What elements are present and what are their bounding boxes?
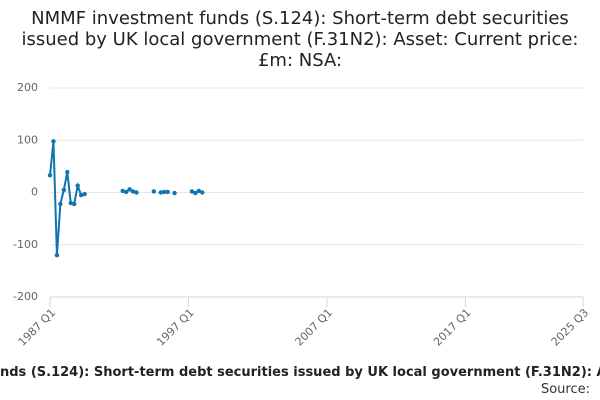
series-line — [49, 141, 203, 256]
data-point — [165, 189, 170, 195]
data-point — [75, 183, 80, 188]
data-point — [189, 189, 195, 194]
x-tick-label: 1987 Q1 — [16, 306, 59, 349]
data-point — [127, 187, 132, 192]
data-point — [68, 200, 73, 206]
x-tick-label: 1997 Q1 — [154, 306, 197, 349]
data-point — [172, 190, 177, 196]
x-tick-label: 2017 Q1 — [431, 306, 474, 349]
data-point — [134, 190, 139, 195]
data-point — [158, 190, 163, 195]
data-point — [162, 189, 167, 195]
data-point — [193, 190, 198, 196]
source: Source: — [540, 382, 590, 397]
data-point — [130, 189, 136, 194]
data-point — [123, 189, 129, 195]
y-tick-label: 200 — [17, 81, 38, 94]
data-point — [58, 201, 63, 207]
y-tick-label: 0 — [31, 186, 38, 199]
data-point — [200, 190, 205, 195]
data-point — [61, 187, 67, 193]
series-caption: nds (S.124): Short-term debt securities … — [0, 365, 600, 380]
data-point — [151, 189, 157, 194]
data-point — [72, 201, 77, 207]
data-point — [65, 169, 70, 175]
x-tick-label: 2007 Q1 — [293, 306, 336, 349]
data-point — [54, 253, 60, 258]
chart-title: NMMF investment funds (S.124): Short-ter… — [21, 8, 579, 71]
data-point — [51, 139, 56, 144]
data-point — [47, 173, 53, 178]
x-tick-label: 2025 Q3 — [549, 306, 592, 349]
data-point — [196, 188, 202, 194]
data-point — [120, 188, 125, 194]
y-tick-label: 100 — [17, 133, 38, 146]
data-point — [78, 192, 84, 198]
y-tick-label: -200 — [13, 290, 38, 303]
data-point — [82, 191, 87, 197]
y-tick-label: -100 — [13, 238, 38, 251]
